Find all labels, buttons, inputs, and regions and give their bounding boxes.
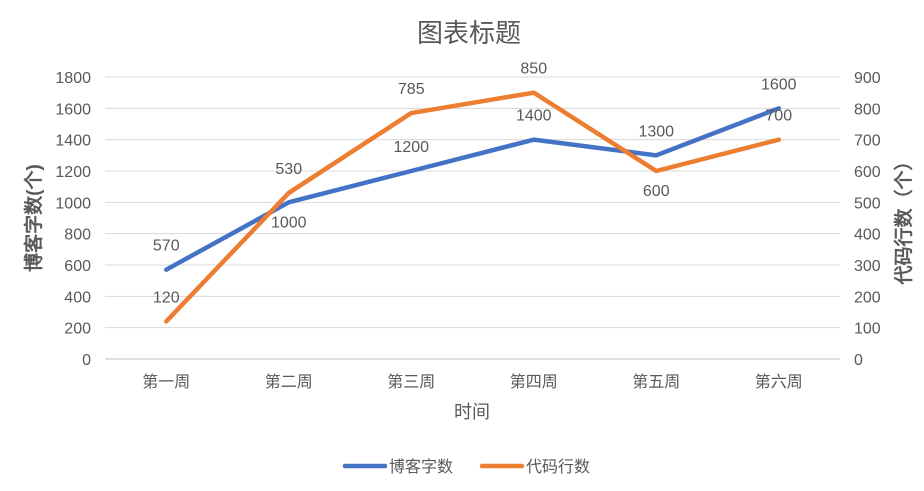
data-label: 120 (153, 289, 180, 306)
y2-tick-label: 500 (854, 195, 881, 212)
y-tick-label: 800 (64, 227, 91, 244)
data-label: 1600 (761, 76, 797, 93)
x-tick-label: 第五周 (632, 373, 680, 391)
y-axis-label: 博客字数(个) (22, 164, 45, 272)
y2-tick-label: 0 (854, 352, 863, 369)
x-axis-label: 时间 (454, 402, 490, 422)
data-label: 570 (153, 238, 180, 255)
y-tick-label: 1000 (55, 195, 91, 212)
data-label: 1300 (638, 123, 674, 140)
y-tick-label: 200 (64, 321, 91, 338)
y2-tick-label: 300 (854, 258, 881, 275)
y-tick-label: 600 (64, 258, 91, 275)
y2-tick-label: 100 (854, 321, 881, 338)
series-line-1 (164, 106, 781, 272)
y2-tick-label: 900 (854, 70, 881, 87)
data-label: 1000 (271, 214, 307, 231)
data-label: 785 (398, 81, 425, 98)
y-tick-label: 0 (82, 352, 91, 369)
y2-tick-label: 800 (854, 101, 881, 118)
x-tick-label: 第四周 (510, 373, 558, 391)
y2-tick-label: 200 (854, 289, 881, 306)
legend: 博客字数 代码行数 (342, 458, 590, 476)
chart-title: 图表标题 (417, 18, 521, 48)
y-tick-label: 1400 (55, 133, 91, 150)
y2-tick-label: 600 (854, 164, 881, 181)
x-tick-label: 第三周 (387, 373, 435, 391)
data-label: 600 (643, 183, 670, 200)
y-tick-label: 1800 (55, 70, 91, 87)
y-tick-label: 1200 (55, 164, 91, 181)
legend-label: 博客字数 (389, 458, 453, 476)
data-label: 1400 (516, 108, 552, 125)
x-tick-label: 第二周 (265, 373, 313, 391)
y2-axis-label: 代码行数（个） (892, 151, 915, 285)
x-tick-label: 第六周 (755, 373, 803, 391)
y2-tick-label: 400 (854, 227, 881, 244)
x-tick-label: 第一周 (142, 373, 190, 391)
series-line-2 (164, 90, 781, 324)
data-label: 850 (520, 61, 547, 78)
y-tick-label: 1600 (55, 101, 91, 118)
data-label: 700 (765, 108, 792, 125)
legend-label: 代码行数 (526, 458, 590, 476)
data-label: 530 (275, 161, 302, 178)
data-label: 1200 (393, 139, 429, 156)
y2-tick-label: 700 (854, 133, 881, 150)
y-tick-label: 400 (64, 289, 91, 306)
